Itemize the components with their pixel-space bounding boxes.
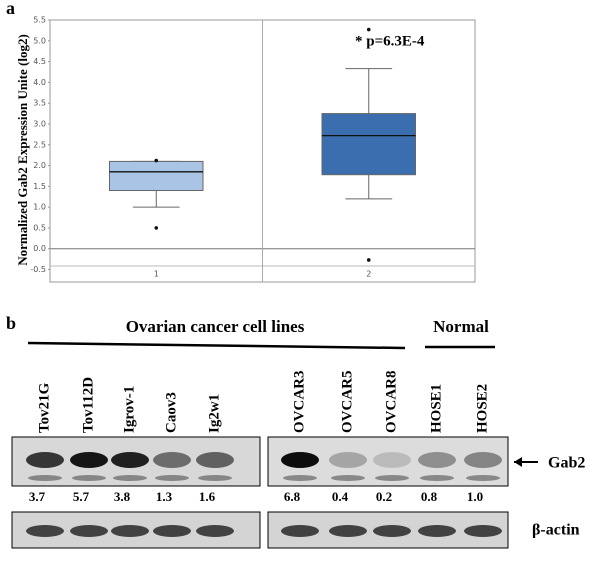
y-axis-label: Normalized Gab2 Expression Unite (log2): [15, 34, 30, 266]
band: [155, 475, 189, 481]
panel-label: b: [6, 313, 16, 333]
band: [72, 475, 106, 481]
lane-label: Ig2w1: [206, 394, 222, 433]
band: [375, 475, 409, 481]
y-tick-label: -0.5: [30, 265, 46, 274]
quantification: 0.8: [421, 489, 438, 504]
y-tick-label: 4.0: [33, 78, 46, 87]
lane-label: HOSE1: [428, 384, 444, 433]
band: [283, 475, 317, 481]
y-tick-label: 2.0: [33, 161, 46, 170]
group-line: [27, 341, 406, 350]
y-tick-label: 1.0: [33, 203, 46, 212]
quantification: 1.0: [467, 489, 483, 504]
x-tick-label: 2: [366, 270, 371, 279]
band: [153, 452, 191, 468]
outlier: [366, 258, 371, 262]
band: [196, 452, 234, 468]
annotation: * p=6.3E-4: [355, 33, 425, 49]
quantification: 5.7: [73, 489, 90, 504]
normal-title: Normal: [433, 317, 489, 336]
band: [70, 525, 108, 537]
band: [420, 475, 454, 481]
lane-label: Igrov-1: [121, 386, 137, 433]
y-tick-label: 3.5: [33, 99, 46, 108]
band: [418, 452, 456, 468]
y-tick-label: 4.5: [33, 57, 46, 66]
band: [198, 475, 232, 481]
band: [111, 525, 149, 537]
y-tick-label: 2.5: [33, 140, 46, 149]
quantification: 1.3: [156, 489, 173, 504]
band: [464, 452, 502, 468]
group-title: Ovarian cancer cell lines: [126, 317, 305, 336]
y-tick-label: 0.0: [33, 244, 46, 253]
quantification: 3.8: [114, 489, 131, 504]
y-tick-label: 3.0: [33, 119, 46, 128]
x-tick-label: 1: [154, 270, 159, 279]
quantification: 3.7: [29, 489, 46, 504]
lane-label: OVCAR5: [339, 371, 355, 434]
box: [109, 160, 204, 192]
band: [281, 525, 319, 537]
band: [28, 475, 62, 481]
y-tick-label: 0.5: [33, 223, 46, 232]
band: [26, 452, 64, 468]
quantification: 0.2: [376, 489, 392, 504]
lane-label: Tov112D: [80, 377, 96, 433]
band: [70, 452, 108, 468]
y-tick-label: 5.0: [33, 36, 46, 45]
lane-label: Tov21G: [36, 382, 52, 433]
band: [196, 525, 234, 537]
outlier: [366, 27, 371, 32]
y-tick-label: 5.5: [33, 16, 46, 25]
quantification: 6.8: [284, 489, 301, 504]
band: [113, 475, 147, 481]
lane-label: OVCAR8: [383, 371, 399, 434]
band: [26, 525, 64, 537]
band: [153, 525, 191, 537]
panel-label: a: [6, 0, 15, 18]
lane-label: OVCAR3: [291, 371, 307, 434]
band: [329, 452, 367, 468]
arrow-head: [514, 457, 522, 467]
box: [321, 113, 416, 176]
band: [281, 452, 319, 468]
band: [373, 452, 411, 468]
y-tick-label: 1.5: [33, 182, 46, 191]
band: [466, 475, 500, 481]
band: [329, 525, 367, 537]
band: [373, 525, 411, 537]
target-label: Gab2: [548, 455, 585, 472]
band: [111, 452, 149, 468]
lane-label: HOSE2: [474, 384, 490, 433]
band: [418, 525, 456, 537]
lane-label: Caov3: [163, 392, 179, 433]
outlier: [154, 226, 159, 230]
outlier: [154, 158, 159, 163]
band: [464, 525, 502, 537]
control-label: β-actin: [532, 522, 580, 539]
quantification: 1.6: [199, 489, 216, 504]
quantification: 0.4: [332, 489, 349, 504]
band: [331, 475, 365, 481]
